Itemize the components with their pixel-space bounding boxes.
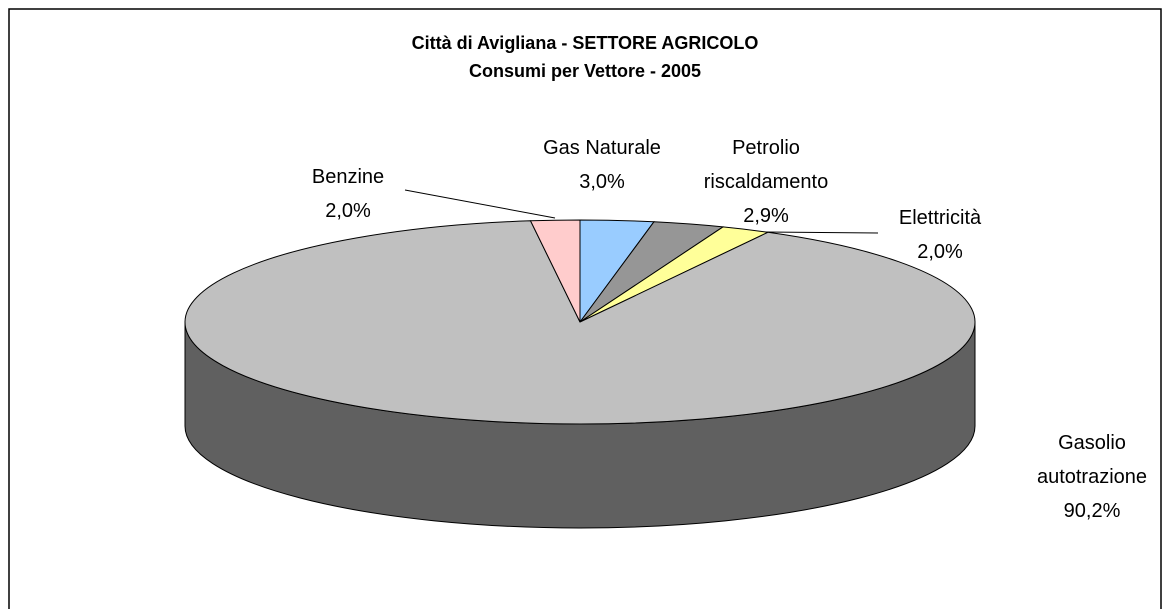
data-label: Gas Naturale 3,0% [507, 131, 697, 199]
category-label: Elettricità [898, 207, 982, 229]
data-label: Benzine 2,0% [273, 160, 423, 228]
category-label: Gasolio autotrazione [1036, 432, 1148, 488]
chart-title: Città di Avigliana - SETTORE AGRICOLO [411, 33, 759, 53]
category-label: Benzine [311, 166, 385, 188]
slice [529, 219, 581, 323]
data-label: Petrolio riscaldamento 2,9% [691, 131, 841, 233]
data-label: Elettricità 2,0% [865, 201, 1015, 269]
value-label: 2,0% [325, 200, 371, 222]
chart-subtitle: Consumi per Vettore - 2005 [468, 61, 702, 81]
pie [184, 219, 976, 529]
leader-line [764, 231, 879, 234]
leader-line [404, 189, 556, 219]
value-label: 2,0% [917, 241, 963, 263]
value-label: 3,0% [579, 171, 625, 193]
slice [184, 220, 976, 425]
category-label: Petrolio riscaldamento [703, 137, 829, 193]
data-label: Gasolio autotrazione 90,2% [1017, 426, 1167, 528]
value-label: 2,9% [743, 205, 789, 227]
category-label: Gas Naturale [543, 137, 661, 159]
value-label: 90,2% [1063, 500, 1121, 522]
chart-frame [8, 8, 1162, 609]
